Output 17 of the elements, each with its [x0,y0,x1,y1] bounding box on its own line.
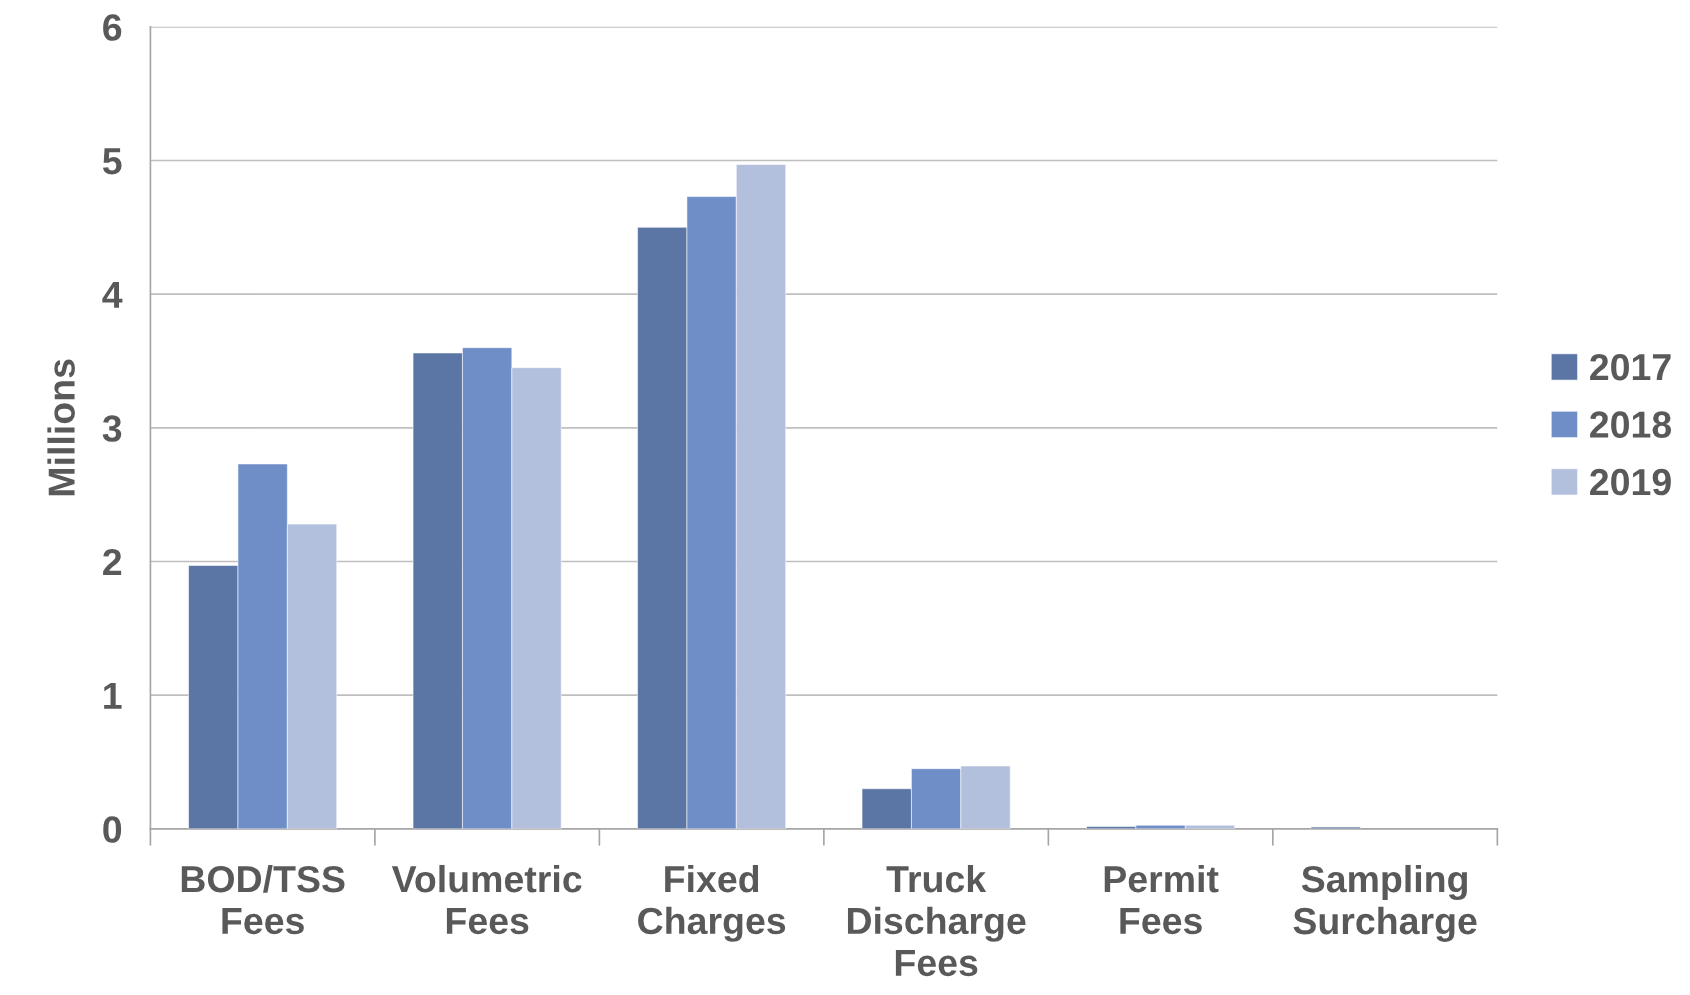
y-tick-label: 0 [103,816,122,843]
y-tick-label: 5 [102,148,122,175]
x-tick-label: Permit Fees [1104,864,1219,935]
x-tick-label: BOD/TSS Fees [181,864,345,935]
legend-label: 2017 [1590,353,1671,381]
x-tick-label: Sampling Surcharge [1293,864,1477,942]
x-tick-label: Fixed Charges [638,864,786,942]
x-tick-label: Volumetric Fees [391,864,582,935]
y-tick-label: 3 [102,415,122,442]
y-tick-label: 1 [104,682,122,709]
y-axis-title: Millions [47,359,75,496]
legend-label: 2018 [1590,411,1672,438]
legend-label: 2019 [1590,468,1671,496]
y-tick-label: 4 [102,281,123,308]
y-tick-label: 6 [103,14,122,41]
y-tick-label: 2 [103,548,122,576]
x-tick-label: Truck Discharge Fees [847,864,1026,977]
